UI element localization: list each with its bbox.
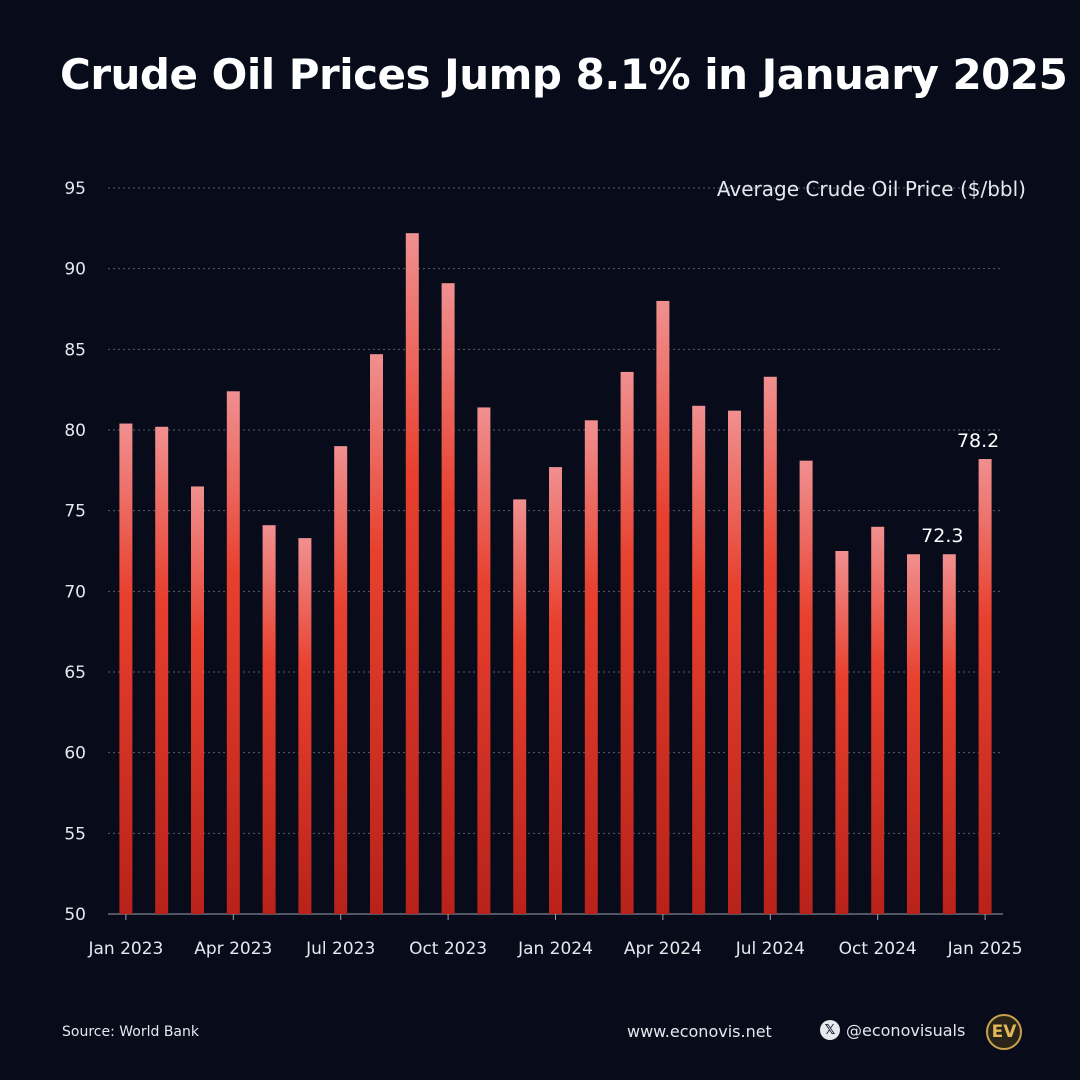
x-tick-label: Jan 2023	[87, 939, 163, 959]
data-label: 78.2	[957, 430, 999, 452]
y-tick-label: 60	[64, 744, 86, 764]
y-tick-label: 75	[64, 502, 86, 522]
social-handle[interactable]: 𝕏 @econovisuals	[820, 1020, 965, 1040]
x-tick-label: Apr 2023	[194, 939, 272, 959]
x-tick-label: Jul 2024	[735, 939, 805, 959]
bar	[513, 499, 527, 914]
chart-title: Crude Oil Prices Jump 8.1% in January 20…	[60, 50, 1068, 99]
bar	[692, 405, 706, 914]
x-tick-label: Apr 2024	[624, 939, 702, 959]
econovis-logo: EV	[986, 1014, 1022, 1050]
x-tick-label: Jan 2024	[517, 939, 593, 959]
bar	[620, 371, 634, 914]
x-tick-label: Oct 2023	[409, 939, 487, 959]
bar	[441, 283, 455, 915]
bar	[584, 420, 598, 914]
data-label: 72.3	[921, 525, 963, 547]
x-tick-label: Oct 2024	[839, 939, 917, 959]
bar	[799, 460, 813, 914]
bar	[871, 526, 885, 914]
source-note: Source: World Bank	[62, 1024, 199, 1040]
y-tick-label: 90	[64, 260, 86, 280]
y-tick-label: 80	[64, 421, 86, 441]
y-tick-label: 85	[64, 340, 86, 360]
bar	[370, 354, 383, 914]
bar-chart: 50 55 60 65 70 75 80 85 90 95 Average Crude Oil Pr…	[64, 177, 1026, 959]
bar	[942, 554, 956, 914]
bar	[155, 426, 169, 914]
x-tick-label: Jul 2023	[305, 939, 375, 959]
x-tick-label: Jan 2025	[947, 939, 1023, 959]
bar	[835, 551, 849, 914]
website-link[interactable]: www.econovis.net	[627, 1022, 772, 1041]
social-handle-text: @econovisuals	[846, 1020, 966, 1040]
bar	[405, 233, 419, 914]
bar	[334, 446, 348, 914]
bar	[978, 459, 992, 914]
bar	[549, 467, 562, 914]
bar	[763, 376, 777, 914]
y-tick-label: 50	[64, 905, 86, 925]
x-logo-icon: 𝕏	[820, 1020, 840, 1040]
y-tick-label: 95	[64, 179, 86, 199]
y-tick-label: 55	[64, 824, 86, 844]
bar	[226, 391, 240, 914]
y-axis-label: Average Crude Oil Price ($/bbl)	[717, 177, 1026, 201]
bar	[477, 407, 491, 914]
bar	[262, 525, 276, 914]
bar	[656, 300, 670, 914]
bar	[191, 486, 204, 914]
y-tick-label: 70	[64, 582, 86, 602]
bar	[907, 554, 920, 914]
bar	[298, 538, 312, 914]
y-tick-label: 65	[64, 663, 86, 683]
bar	[119, 423, 133, 914]
bar	[728, 410, 741, 914]
